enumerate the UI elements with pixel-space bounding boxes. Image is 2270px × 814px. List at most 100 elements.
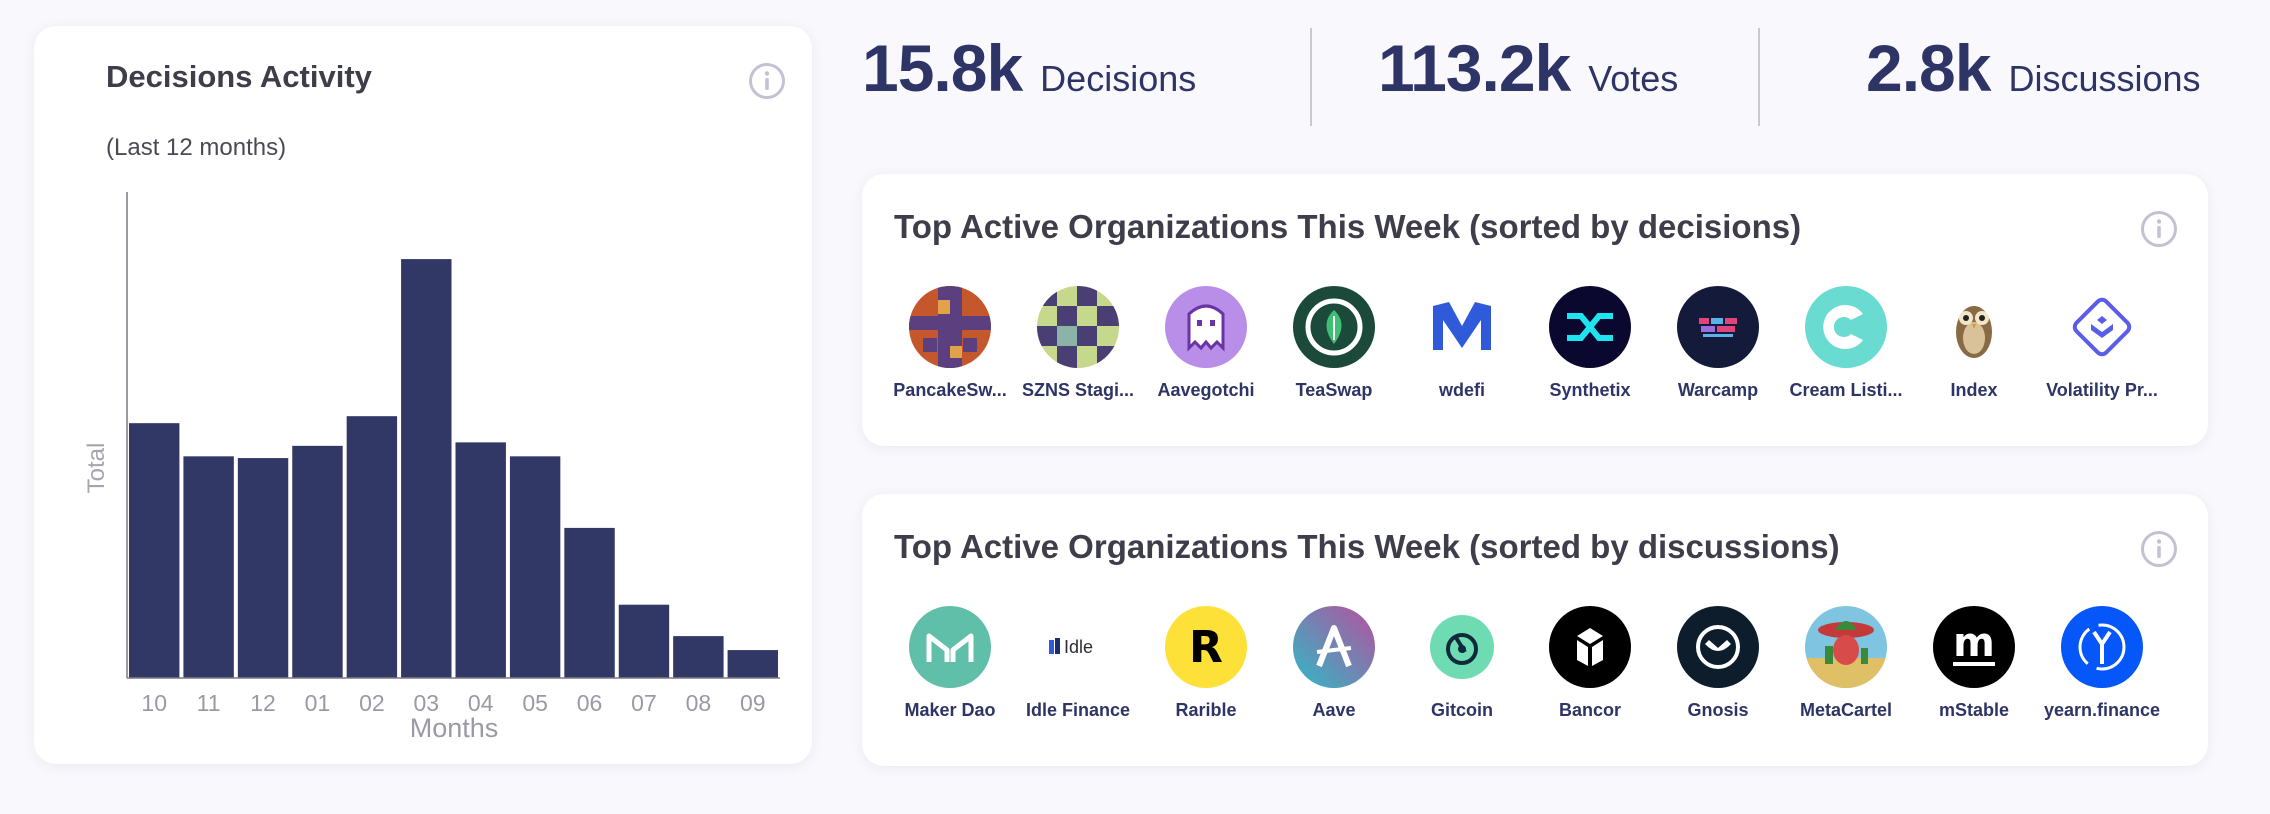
bancor-logo-icon [1549, 606, 1631, 688]
org-item-gitcoin[interactable]: Gitcoin [1398, 606, 1526, 721]
org-item-idle[interactable]: Idle Idle Finance [1014, 606, 1142, 721]
y-axis-label: Total [83, 443, 110, 494]
top-orgs-decisions-title: Top Active Organizations This Week (sort… [894, 208, 1802, 245]
org-name: wdefi [1438, 380, 1485, 400]
chart-title: Decisions Activity [106, 59, 372, 94]
stat-votes-label: Votes [1588, 58, 1679, 99]
org-item-teaswap[interactable]: TeaSwap [1270, 286, 1398, 401]
x-tick-label: 07 [631, 690, 657, 716]
top-orgs-discussions-card: Top Active Organizations This Week (sort… [862, 494, 2208, 766]
x-tick-label: 09 [740, 690, 766, 716]
org-item-rarible[interactable]: R Rarible [1142, 606, 1270, 721]
x-tick-label: 11 [197, 690, 221, 716]
top-orgs-decisions-card: Top Active Organizations This Week (sort… [862, 174, 2208, 446]
maker-logo-icon [909, 606, 991, 688]
stat-decisions-label: Decisions [1040, 58, 1197, 99]
bar [509, 456, 561, 678]
yearn-logo-icon [2061, 606, 2143, 688]
org-item-aave[interactable]: Aave [1270, 606, 1398, 721]
volatility-logo-icon [2061, 286, 2143, 368]
org-name: mStable [1938, 700, 2010, 720]
org-item-bancor[interactable]: Bancor [1526, 606, 1654, 721]
stat-discussions: 2.8k Discussions [1866, 30, 2201, 110]
top-orgs-discussions-title: Top Active Organizations This Week (sort… [894, 528, 1840, 565]
info-icon[interactable] [748, 62, 786, 100]
x-tick-label: 03 [413, 690, 439, 716]
gnosis-logo-icon [1677, 606, 1759, 688]
bar [401, 259, 452, 678]
stat-decisions-value: 15.8k [862, 31, 1023, 105]
org-item-gnosis[interactable]: Gnosis [1654, 606, 1782, 721]
svg-text:R: R [1189, 622, 1223, 673]
org-name: yearn.finance [2043, 700, 2161, 720]
stat-divider [1310, 28, 1312, 126]
x-tick-label: 08 [686, 690, 712, 716]
svg-text:m: m [1953, 620, 1995, 666]
warcamp-logo-icon [1677, 286, 1759, 368]
org-item-maker[interactable]: Maker Dao [886, 606, 1014, 721]
bar [673, 636, 724, 678]
org-item-mstable[interactable]: m mStable [1910, 606, 2038, 721]
org-item-pancakeswap[interactable]: PancakeSw... [886, 286, 1014, 401]
bar [618, 604, 670, 678]
x-tick-label: 04 [468, 690, 494, 716]
bar-chart: 10 11 12 01 02 03 04 05 06 07 08 09 Months Total [83, 192, 780, 743]
x-tick-label: 05 [522, 690, 548, 716]
decisions-activity-card: Decisions Activity (Last 12 months) 10 11… [34, 26, 812, 764]
teaswap-logo-icon [1293, 286, 1375, 368]
index-owl-logo-icon [1933, 286, 2015, 368]
org-name: Bancor [1558, 700, 1621, 720]
org-item-aavegotchi[interactable]: Aavegotchi [1142, 286, 1270, 401]
org-name: Maker Dao [904, 700, 996, 720]
org-item-volatility[interactable]: Volatility Pr... [2038, 286, 2166, 401]
stat-votes: 113.2k Votes [1378, 30, 1678, 110]
org-name: Synthetix [1549, 380, 1631, 400]
org-name: Aave [1312, 700, 1356, 720]
org-item-yearn[interactable]: yearn.finance [2038, 606, 2166, 721]
bar [564, 527, 615, 678]
org-item-warcamp[interactable]: Warcamp [1654, 286, 1782, 401]
gitcoin-logo-icon [1421, 606, 1503, 688]
org-list: Maker Dao Idle Idle Finance R Rarible [886, 606, 2166, 721]
org-name: Volatility Pr... [2046, 380, 2158, 400]
org-name: Aavegotchi [1157, 380, 1255, 400]
org-name: MetaCartel [1799, 700, 1893, 720]
org-item-index[interactable]: Index [1910, 286, 2038, 401]
org-name: Gitcoin [1431, 700, 1493, 720]
org-item-wdefi[interactable]: wdefi [1398, 286, 1526, 401]
stat-votes-value: 113.2k [1378, 31, 1571, 105]
szns-logo-icon [1037, 286, 1119, 368]
bar [129, 423, 180, 678]
x-axis-label: Months [410, 713, 499, 743]
bar [183, 456, 234, 678]
info-icon[interactable] [2140, 530, 2178, 568]
synthetix-logo-icon [1549, 286, 1631, 368]
rarible-logo-icon: R [1165, 606, 1247, 688]
cream-logo-icon [1805, 286, 1887, 368]
x-tick-label: 01 [305, 690, 331, 716]
mstable-logo-icon: m [1933, 606, 2015, 688]
org-name: Rarible [1175, 700, 1237, 720]
chart-subtitle: (Last 12 months) [106, 134, 287, 161]
pancakeswap-logo-icon [909, 286, 991, 368]
bar [346, 416, 398, 678]
org-name: Gnosis [1687, 700, 1749, 720]
org-name: Warcamp [1677, 380, 1759, 400]
x-tick-label: 12 [250, 690, 276, 716]
org-item-metacartel[interactable]: MetaCartel [1782, 606, 1910, 721]
bar [727, 650, 778, 678]
org-item-synthetix[interactable]: Synthetix [1526, 286, 1654, 401]
info-icon[interactable] [2140, 210, 2178, 248]
org-name: Index [1950, 380, 1998, 400]
stat-decisions: 15.8k Decisions [862, 30, 1196, 110]
stat-discussions-label: Discussions [2008, 58, 2201, 99]
org-name: TeaSwap [1295, 380, 1373, 400]
x-tick-label: 10 [141, 690, 167, 716]
svg-text:Idle: Idle [1064, 637, 1093, 657]
org-item-cream[interactable]: Cream Listi... [1782, 286, 1910, 401]
org-item-szns[interactable]: SZNS Stagi... [1014, 286, 1142, 401]
x-tick-label: 02 [359, 690, 385, 716]
stat-discussions-value: 2.8k [1866, 31, 1991, 105]
org-name: PancakeSw... [893, 380, 1007, 400]
bar [237, 458, 289, 678]
